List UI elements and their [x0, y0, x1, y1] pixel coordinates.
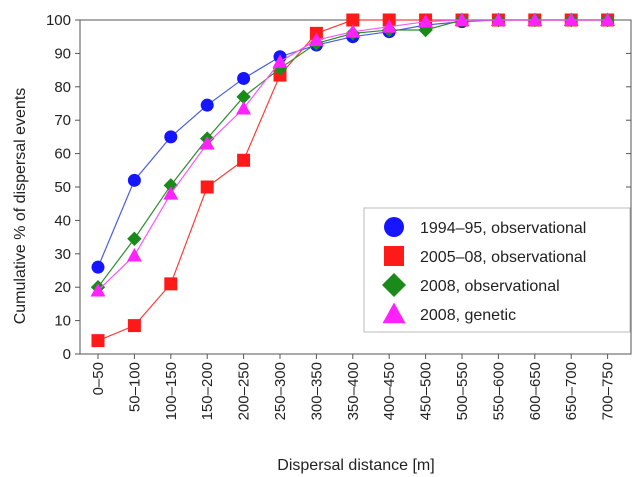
data-point: [308, 32, 324, 47]
legend-marker: [382, 273, 406, 297]
x-tick-label: 250–300: [272, 362, 289, 420]
data-point: [90, 283, 106, 297]
data-point: [272, 54, 288, 68]
legend-marker: [382, 302, 406, 324]
data-point: [418, 14, 434, 28]
legend-label: 2008, genetic: [420, 307, 516, 324]
data-point: [127, 319, 141, 333]
x-tick-label: 100–150: [163, 362, 180, 420]
data-point: [490, 12, 506, 26]
data-point: [200, 98, 214, 112]
legend-label: 2005–08, observational: [420, 249, 586, 266]
y-tick-label: 60: [54, 146, 71, 163]
x-tick-label: 350–400: [345, 362, 362, 420]
x-tick-label: 450–500: [418, 362, 435, 420]
legend-label: 1994–95, observational: [420, 220, 586, 237]
data-point: [237, 71, 251, 85]
x-tick-label: 400–450: [381, 362, 398, 420]
data-point: [91, 334, 105, 348]
data-point: [164, 277, 178, 291]
x-tick-label: 200–250: [236, 362, 253, 420]
y-axis: 0 10 20 30 40 50 60 70 80 90 100: [46, 12, 631, 363]
y-tick-label: 30: [54, 246, 71, 263]
x-tick-label: 700–750: [600, 362, 617, 420]
data-point: [454, 12, 470, 26]
data-point: [236, 101, 252, 115]
x-tick-label: 300–350: [308, 362, 325, 420]
data-point: [345, 24, 361, 38]
y-tick-label: 50: [54, 179, 71, 196]
legend-marker: [384, 246, 404, 266]
data-point: [381, 19, 397, 33]
data-point: [200, 180, 214, 194]
x-tick-label: 0–50: [90, 362, 107, 395]
x-tick-label: 150–200: [199, 362, 216, 420]
y-tick-label: 100: [46, 12, 71, 29]
data-point: [237, 153, 251, 167]
y-tick-label: 80: [54, 79, 71, 96]
data-point: [563, 12, 579, 26]
y-tick-label: 20: [54, 279, 71, 296]
data-point: [164, 130, 178, 144]
y-tick-label: 0: [63, 346, 71, 363]
data-point: [127, 173, 141, 187]
series-layer: [90, 12, 616, 348]
data-point: [527, 12, 543, 26]
y-tick-label: 90: [54, 45, 71, 62]
y-axis-title: Cumulative % of dispersal events: [12, 88, 29, 325]
y-tick-label: 70: [54, 112, 71, 129]
data-point: [127, 231, 142, 246]
data-point: [199, 136, 215, 150]
data-point: [126, 247, 142, 262]
series-4: [90, 12, 616, 297]
data-point: [600, 12, 616, 26]
legend: 1994–95, observational 2005–08, observati…: [363, 207, 631, 333]
data-point: [346, 13, 360, 27]
x-tick-label: 550–600: [490, 362, 507, 420]
data-point: [236, 89, 251, 105]
x-axis-title: Dispersal distance [m]: [277, 457, 434, 474]
x-tick-label: 650–700: [563, 362, 580, 420]
data-point: [91, 260, 105, 274]
x-tick-label: 500–550: [454, 362, 471, 420]
legend-box: [363, 207, 631, 333]
y-tick-label: 40: [54, 212, 71, 229]
x-tick-label: 50–100: [126, 362, 143, 412]
y-tick-label: 10: [54, 313, 71, 330]
legend-marker: [384, 217, 404, 237]
x-tick-label: 600–650: [527, 362, 544, 420]
legend-label: 2008, observational: [420, 278, 560, 295]
data-point: [163, 186, 179, 200]
x-axis: 0–50 50–100 100–150 150–200 200–250 250–300 30…: [90, 354, 617, 420]
